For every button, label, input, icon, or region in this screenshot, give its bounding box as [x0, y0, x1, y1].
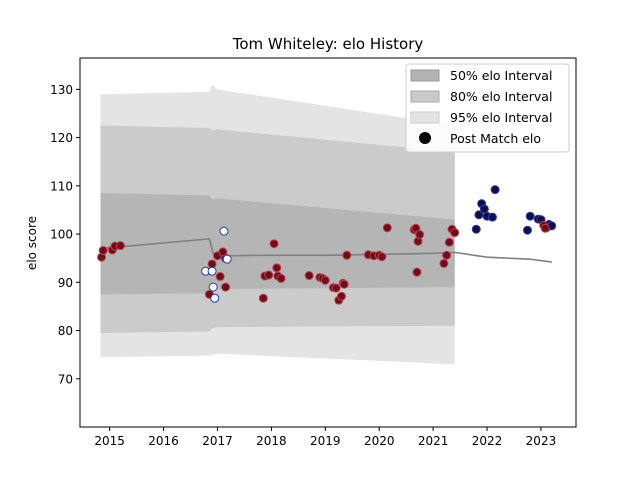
chart-title: Tom Whiteley: elo History	[232, 35, 424, 53]
x-tick-label: 2020	[364, 434, 395, 448]
post-match-point-loss	[336, 291, 346, 301]
legend-entry-post-match: Post Match elo	[450, 131, 541, 146]
post-match-point-loss	[264, 270, 274, 280]
x-tick-label: 2015	[94, 434, 125, 448]
post-match-point-loss	[442, 250, 452, 260]
post-match-point-loss	[218, 247, 228, 257]
post-match-point-neutral	[222, 254, 232, 264]
post-match-point-loss	[269, 239, 279, 249]
x-axis: 2015 2016 2017 2018 2019 2020 2021 2022 2023	[94, 427, 556, 448]
y-axis: 70 80 90 100 110 120 130	[50, 83, 80, 386]
post-match-point-win	[487, 212, 497, 222]
legend-swatch-80	[410, 90, 440, 103]
post-match-point-win	[490, 185, 500, 195]
post-match-point-win	[471, 224, 481, 234]
post-match-point-loss	[272, 263, 282, 273]
post-match-point-neutral	[210, 293, 220, 303]
y-tick-label: 80	[58, 324, 73, 338]
legend-swatch-50	[410, 69, 440, 82]
legend-entry-50: 50% elo Interval	[450, 68, 552, 83]
post-match-point-win	[525, 211, 535, 221]
post-match-point-loss	[450, 228, 460, 238]
post-match-point-loss	[215, 272, 225, 282]
post-match-point-neutral	[208, 282, 218, 292]
post-match-point-loss	[439, 258, 449, 268]
x-tick-label: 2021	[418, 434, 449, 448]
mean-elo-line	[100, 238, 552, 263]
post-match-point-loss	[221, 282, 231, 292]
legend-entry-95: 95% elo Interval	[450, 110, 552, 125]
legend: 50% elo Interval 80% elo Interval 95% el…	[405, 63, 570, 153]
post-match-point-loss	[377, 252, 387, 262]
y-tick-label: 110	[50, 179, 73, 193]
post-match-point-loss	[258, 293, 268, 303]
post-match-point-loss	[276, 273, 286, 283]
x-tick-label: 2018	[256, 434, 287, 448]
post-match-point-neutral	[219, 226, 229, 236]
post-match-point-loss	[444, 237, 454, 247]
y-tick-label: 130	[50, 83, 73, 97]
post-match-point-loss	[339, 279, 349, 289]
post-match-point-loss	[331, 283, 341, 293]
y-axis-label: elo score	[25, 216, 39, 270]
post-match-point-loss	[540, 223, 550, 233]
post-match-point-loss	[98, 245, 108, 255]
post-match-point-win	[522, 225, 532, 235]
y-tick-label: 120	[50, 131, 73, 145]
post-match-point-neutral	[207, 266, 217, 276]
y-tick-label: 70	[58, 372, 73, 386]
x-tick-label: 2017	[202, 434, 233, 448]
post-match-point-loss	[382, 223, 392, 233]
legend-swatch-95	[410, 111, 440, 124]
post-match-point-loss	[412, 267, 422, 277]
plot-area	[97, 84, 557, 365]
post-match-point-loss	[415, 230, 425, 240]
x-tick-label: 2023	[526, 434, 557, 448]
x-tick-label: 2016	[148, 434, 179, 448]
y-tick-label: 100	[50, 228, 73, 242]
legend-frame	[405, 63, 570, 153]
legend-entry-80: 80% elo Interval	[450, 89, 552, 104]
x-tick-label: 2019	[310, 434, 341, 448]
post-match-point-loss	[320, 275, 330, 285]
plot-frame	[79, 57, 577, 428]
x-tick-label: 2022	[472, 434, 503, 448]
post-match-point-loss	[304, 271, 314, 281]
post-match-point-loss	[115, 241, 125, 251]
post-match-point-loss	[342, 250, 352, 260]
y-tick-label: 90	[58, 276, 73, 290]
legend-marker-post-match	[419, 132, 431, 144]
